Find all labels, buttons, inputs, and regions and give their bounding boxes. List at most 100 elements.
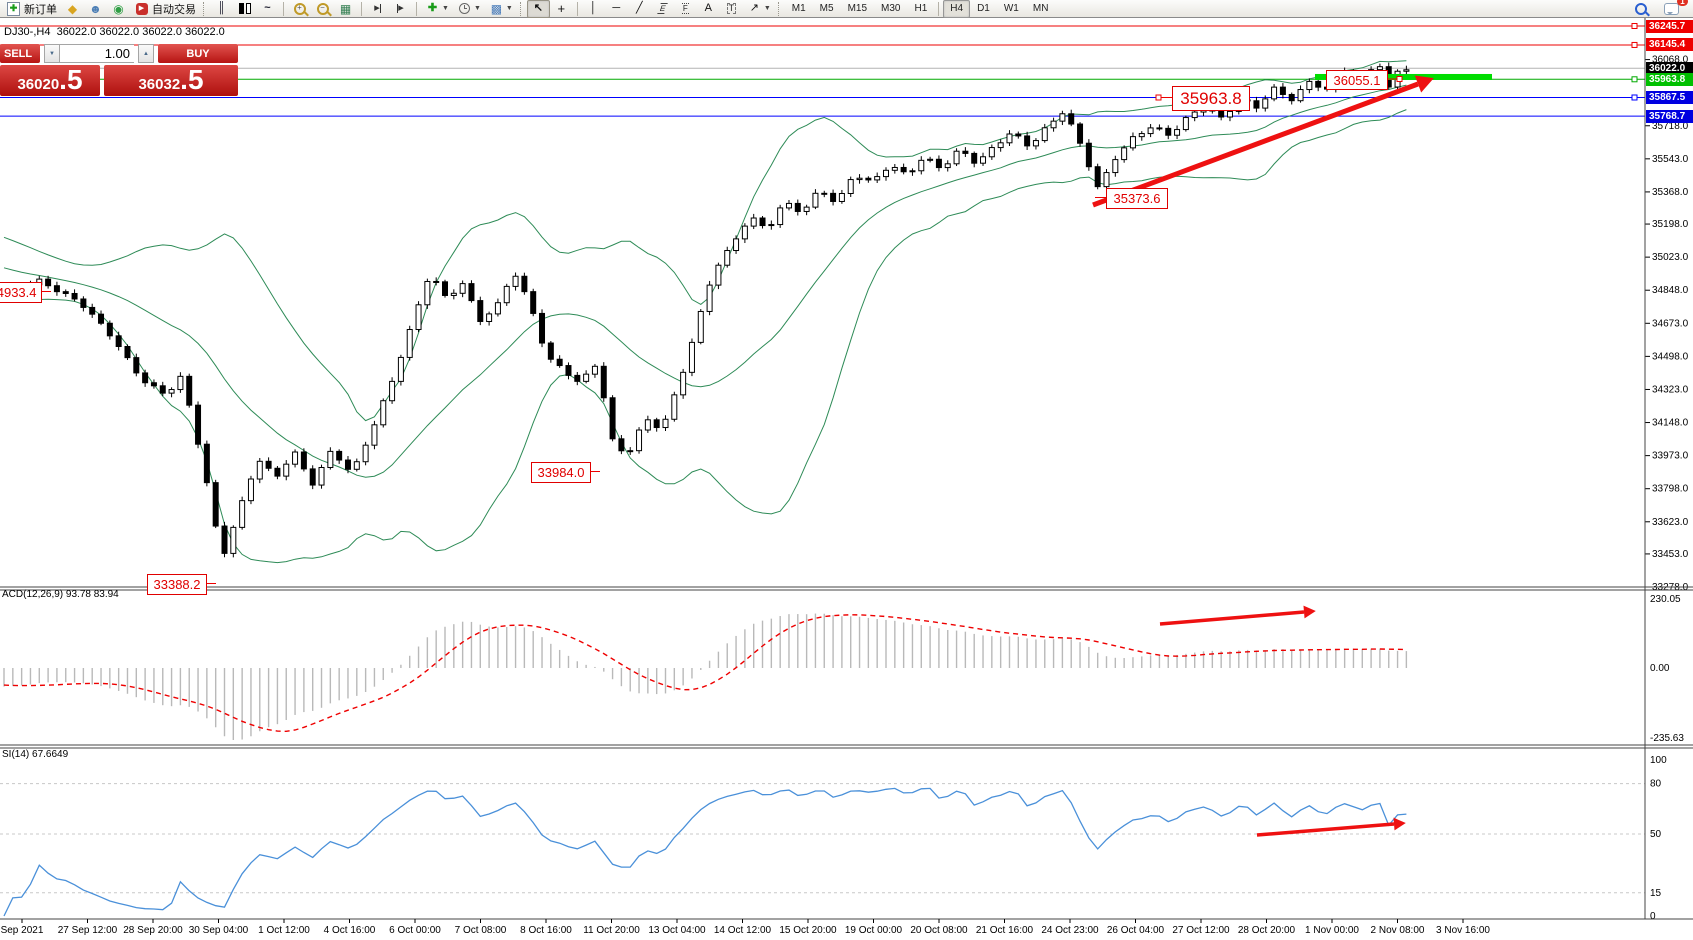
candlestick: [424, 280, 431, 306]
hline-tool-button[interactable]: ─: [605, 0, 628, 18]
time-axis-label: 8 Oct 16:00: [520, 925, 572, 936]
zoom-out-button[interactable]: −: [311, 0, 334, 18]
zoom-in-button[interactable]: +: [288, 0, 311, 18]
buy-price[interactable]: 36032.5: [104, 65, 238, 96]
trend-arrow-line[interactable]: [1159, 610, 1305, 626]
chart-bars-button[interactable]: ║: [210, 0, 233, 18]
timeframe-h1-button[interactable]: H1: [914, 3, 928, 14]
autotrading-button[interactable]: ▶ 自动交易: [130, 0, 200, 18]
price-annotation[interactable]: 35963.8: [1172, 86, 1250, 111]
trend-arrow-head[interactable]: [1393, 817, 1406, 831]
notifications-button[interactable]: 1: [1660, 0, 1688, 18]
support-zone-bar[interactable]: [1315, 73, 1492, 80]
candlestick: [1218, 110, 1225, 118]
fibonacci-tool-button[interactable]: F: [674, 0, 697, 18]
candlestick: [106, 322, 113, 337]
candlestick: [653, 419, 660, 429]
chart-candles-button[interactable]: [233, 0, 256, 18]
community-button[interactable]: ☻: [84, 0, 107, 18]
candlestick: [706, 284, 713, 312]
vline-tool-button[interactable]: │: [582, 0, 605, 18]
line-anchor-marker[interactable]: [1631, 94, 1638, 101]
tile-windows-button[interactable]: ▦: [334, 0, 357, 18]
search-button[interactable]: [1629, 0, 1652, 18]
candlestick: [980, 156, 987, 164]
trend-arrow-head[interactable]: [1414, 75, 1434, 93]
candlestick: [547, 342, 554, 360]
chevron-down-icon: ▼: [473, 5, 481, 12]
candlestick: [344, 459, 351, 470]
templates-button[interactable]: ▩ ▼: [485, 0, 517, 18]
candlestick: [715, 264, 722, 286]
autoscroll-button[interactable]: ▸: [366, 0, 389, 18]
candlestick: [503, 285, 510, 304]
candlestick: [962, 150, 969, 154]
toolbar-separator: [361, 1, 362, 16]
chart-line-button[interactable]: ~: [256, 0, 279, 18]
trend-arrow-head[interactable]: [1303, 605, 1316, 619]
line-anchor-marker[interactable]: [1631, 23, 1638, 29]
price-annotation[interactable]: 33388.2: [147, 574, 207, 595]
cursor-tool-button[interactable]: ↖: [526, 0, 550, 18]
candlestick: [830, 192, 837, 202]
timeframe-m5-button[interactable]: M5: [819, 3, 834, 14]
price-annotation[interactable]: 33984.0: [531, 462, 591, 483]
price-tick-label: 34148.0: [1652, 418, 1689, 429]
channel-tool-button[interactable]: E: [651, 0, 674, 18]
indicators-button[interactable]: ✚ ▼: [421, 0, 453, 18]
candlestick: [618, 438, 625, 452]
candlestick: [177, 375, 184, 391]
timeframe-h4-button[interactable]: H4: [943, 0, 971, 18]
chart-shift-button[interactable]: ▸: [389, 0, 412, 18]
trendline-tool-button[interactable]: ╱: [628, 0, 651, 18]
sell-price[interactable]: 36020.5: [0, 65, 100, 96]
sell-button[interactable]: SELL: [0, 44, 40, 63]
text-tool-button[interactable]: A: [697, 0, 720, 18]
toolbar-separator: [416, 1, 417, 16]
line-anchor-marker[interactable]: [1631, 76, 1638, 83]
candlestick: [1068, 113, 1075, 125]
price-annotation[interactable]: 34933.4: [0, 282, 42, 303]
shapes-tool-button[interactable]: ↗ ▼: [743, 0, 775, 18]
metaeditor-button[interactable]: ◆: [61, 0, 84, 18]
candlestick: [671, 394, 678, 420]
volume-decrease-button[interactable]: ▼: [44, 44, 60, 63]
candlestick: [591, 365, 598, 375]
candlestick: [133, 357, 140, 374]
price-annotation[interactable]: 36055.1: [1326, 70, 1388, 90]
trend-arrow-line[interactable]: [1256, 822, 1395, 837]
timeframe-d1-button[interactable]: D1: [977, 3, 990, 14]
price-axis-label: 36145.4: [1646, 38, 1693, 52]
timeframe-m15-button[interactable]: M15: [847, 3, 868, 14]
new-order-button[interactable]: ✚ 新订单: [2, 0, 61, 18]
volume-input[interactable]: 1.00: [60, 44, 134, 63]
candlestick: [265, 460, 272, 469]
line-anchor-marker[interactable]: [1631, 41, 1638, 48]
candlestick: [935, 158, 942, 169]
macd-axis-zero: 0.00: [1650, 663, 1670, 674]
timeframe-mn-button[interactable]: MN: [1032, 3, 1049, 14]
signals-button[interactable]: ◉: [107, 0, 130, 18]
candlestick: [988, 147, 995, 158]
price-tick-label: 36068.0: [1652, 55, 1689, 66]
candlestick: [874, 176, 881, 181]
candlestick: [953, 150, 960, 165]
periods-button[interactable]: ▼: [453, 0, 485, 18]
candlestick: [159, 385, 166, 394]
metaeditor-icon: ◆: [67, 1, 78, 16]
crosshair-tool-button[interactable]: +: [550, 0, 573, 18]
candlestick: [803, 206, 810, 212]
timeframe-m1-button[interactable]: M1: [791, 3, 806, 14]
price-annotation[interactable]: 35373.6: [1106, 188, 1168, 209]
timeframe-w1-button[interactable]: W1: [1003, 3, 1019, 14]
buy-button[interactable]: BUY: [158, 44, 238, 63]
label-tool-button[interactable]: T: [720, 0, 743, 18]
trend-arrow-line[interactable]: [1092, 81, 1419, 208]
zoom-out-icon: −: [315, 2, 330, 16]
volume-increase-button[interactable]: ▲: [138, 44, 154, 63]
chart-canvas[interactable]: 36068.0 35718.0 35543.0 35368.0 35198.0 35023…: [0, 18, 1693, 940]
candlestick: [847, 179, 854, 194]
price-tick-label: 35023.0: [1652, 252, 1689, 263]
toolbar-separator: [283, 1, 284, 16]
timeframe-m30-button[interactable]: M30: [881, 3, 901, 14]
